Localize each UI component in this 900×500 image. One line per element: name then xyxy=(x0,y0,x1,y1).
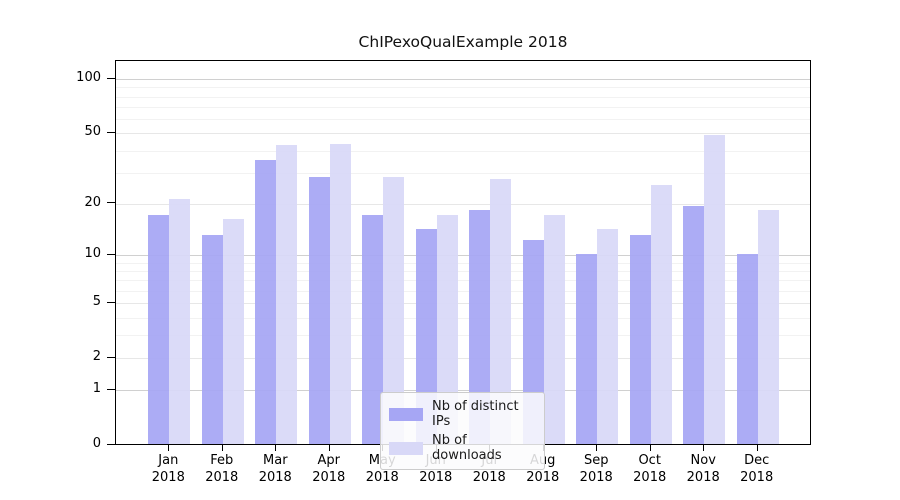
y-gridline-minor xyxy=(116,317,810,319)
y-tick-label: 0 xyxy=(92,436,101,452)
y-tick xyxy=(107,388,115,390)
bar-downloads xyxy=(597,229,619,444)
y-gridline-minor xyxy=(116,106,810,108)
legend-item: Nb of downloads xyxy=(389,433,536,463)
y-gridline-minor xyxy=(116,150,810,152)
plot-area: Nb of distinct IPs Nb of downloads xyxy=(115,60,811,470)
bar-downloads xyxy=(383,176,405,444)
y-gridline-minor xyxy=(116,87,810,89)
y-tick-label: 100 xyxy=(76,70,101,85)
y-tick-label: 1 xyxy=(92,381,101,397)
legend-label: Nb of downloads xyxy=(432,433,502,463)
y-tick xyxy=(107,443,115,445)
x-tick xyxy=(756,444,758,451)
y-tick xyxy=(107,356,115,358)
bar-distinct-ips xyxy=(362,214,384,444)
y-gridline-major xyxy=(116,79,810,80)
x-tick-label: Feb 2018 xyxy=(205,453,239,485)
y-gridline-major xyxy=(116,255,810,257)
x-tick xyxy=(328,444,330,451)
x-tick-label: Dec 2018 xyxy=(740,453,774,485)
bar-downloads xyxy=(543,214,565,444)
legend-item: Nb of distinct IPs xyxy=(389,399,536,429)
x-tick-label: Sep 2018 xyxy=(579,453,613,485)
y-gridline-major xyxy=(116,133,810,135)
y-tick xyxy=(107,202,115,204)
y-tick xyxy=(107,77,115,79)
y-gridline-minor xyxy=(116,270,810,272)
legend-swatch-downloads xyxy=(389,441,423,455)
y-tick-label: 50 xyxy=(84,124,101,140)
bar-downloads xyxy=(276,145,298,444)
bar-downloads xyxy=(329,143,351,444)
y-gridline-minor xyxy=(116,280,810,282)
x-tick xyxy=(703,444,705,451)
y-gridline-major xyxy=(116,203,810,205)
bar-distinct-ips xyxy=(576,253,598,444)
y-gridline-major xyxy=(116,390,810,392)
legend: Nb of distinct IPs Nb of downloads xyxy=(380,392,545,470)
x-tick xyxy=(221,444,223,451)
bar-distinct-ips xyxy=(736,253,758,444)
bar-distinct-ips xyxy=(415,229,437,444)
x-tick-label: Apr 2018 xyxy=(312,453,346,485)
bar-downloads xyxy=(650,185,672,444)
y-gridline-minor xyxy=(116,96,810,98)
y-tick-label: 5 xyxy=(92,294,101,310)
y-gridline-minor xyxy=(116,119,810,121)
x-tick xyxy=(168,444,170,451)
bar-distinct-ips xyxy=(308,176,330,444)
bar-downloads xyxy=(436,214,458,444)
x-tick xyxy=(649,444,651,451)
y-tick xyxy=(107,301,115,303)
legend-swatch-distinct-ips xyxy=(389,407,423,421)
y-gridline-major xyxy=(116,358,810,360)
bar-distinct-ips xyxy=(629,234,651,444)
y-gridline-minor xyxy=(116,262,810,264)
bar-downloads xyxy=(222,219,244,444)
bar-downloads xyxy=(704,135,726,444)
y-tick xyxy=(107,253,115,255)
y-gridline-minor xyxy=(116,172,810,174)
x-tick xyxy=(596,444,598,451)
legend-label: Nb of distinct IPs xyxy=(432,399,519,429)
bar-distinct-ips xyxy=(255,159,277,444)
x-tick-label: Oct 2018 xyxy=(633,453,667,485)
y-gridline-major xyxy=(116,303,810,305)
x-tick-label: Nov 2018 xyxy=(686,453,720,485)
bar-downloads xyxy=(757,210,779,444)
x-tick-label: Jan 2018 xyxy=(151,453,185,485)
bar-downloads xyxy=(490,179,512,444)
chart-title: ChIPexoQualExample 2018 xyxy=(358,33,568,51)
x-tick xyxy=(275,444,277,451)
y-tick xyxy=(107,131,115,133)
y-gridline-minor xyxy=(116,335,810,337)
y-tick-label: 20 xyxy=(84,194,101,210)
bar-downloads xyxy=(169,198,191,444)
y-tick-label: 2 xyxy=(92,349,101,365)
bar-distinct-ips xyxy=(683,206,705,444)
bar-distinct-ips xyxy=(201,234,223,444)
y-gridline-minor xyxy=(116,290,810,292)
bar-distinct-ips xyxy=(148,214,170,444)
x-tick-label: Mar 2018 xyxy=(258,453,292,485)
y-tick-label: 10 xyxy=(84,246,101,262)
bar-distinct-ips xyxy=(469,210,491,444)
